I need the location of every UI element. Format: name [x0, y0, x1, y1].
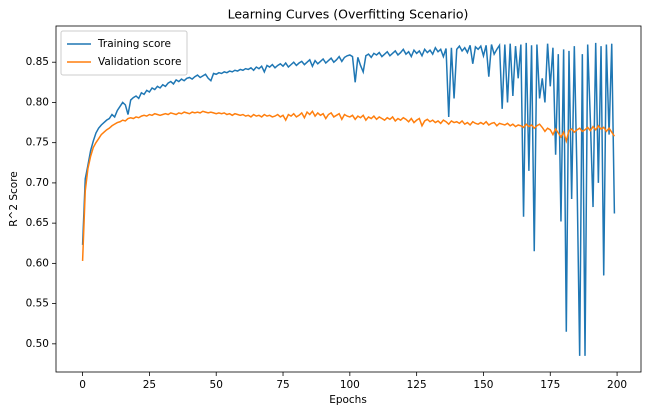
- x-tick-label: 50: [210, 379, 223, 391]
- legend-label: Training score: [97, 38, 171, 50]
- line-series: [81, 109, 616, 261]
- line-series: [81, 42, 616, 356]
- legend-label: Validation score: [98, 56, 181, 68]
- y-tick-label: 0.80: [26, 96, 49, 108]
- y-tick-label: 0.75: [26, 137, 49, 149]
- x-tick-label: 75: [276, 379, 289, 391]
- y-tick-label: 0.50: [26, 338, 49, 350]
- legend-box: [60, 30, 188, 76]
- x-tick-label: 150: [473, 379, 493, 391]
- x-axis-label: Epochs: [329, 394, 367, 406]
- y-axis-label: R^2 Score: [8, 171, 20, 227]
- x-tick-label: 100: [340, 379, 360, 391]
- x-tick-label: 0: [79, 379, 86, 391]
- y-tick-label: 0.70: [26, 177, 49, 189]
- x-tick-label: 25: [143, 379, 156, 391]
- y-tick-label: 0.60: [26, 257, 49, 269]
- x-tick-label: 175: [540, 379, 560, 391]
- y-tick-label: 0.55: [26, 298, 49, 310]
- x-tick-label: 125: [407, 379, 427, 391]
- chart-title: Learning Curves (Overfitting Scenario): [228, 7, 469, 22]
- x-tick-label: 200: [607, 379, 627, 391]
- y-tick-label: 0.65: [26, 217, 49, 229]
- y-tick-label: 0.85: [26, 56, 49, 68]
- plot-frame: [55, 25, 642, 373]
